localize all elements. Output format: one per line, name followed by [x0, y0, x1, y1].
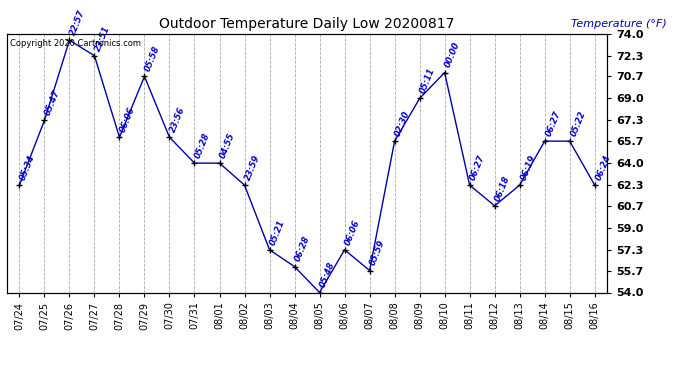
Text: 05:22: 05:22 — [569, 110, 587, 138]
Text: 04:55: 04:55 — [219, 131, 237, 160]
Text: 06:19: 06:19 — [519, 153, 537, 182]
Text: 05:59: 05:59 — [368, 239, 387, 267]
Text: 23:56: 23:56 — [168, 105, 187, 134]
Text: 06:24: 06:24 — [594, 153, 612, 182]
Text: 05:28: 05:28 — [194, 131, 212, 160]
Text: 05:47: 05:47 — [43, 89, 62, 117]
Title: Outdoor Temperature Daily Low 20200817: Outdoor Temperature Daily Low 20200817 — [159, 17, 455, 31]
Text: 22:57: 22:57 — [68, 9, 87, 37]
Text: 02:30: 02:30 — [394, 110, 412, 138]
Text: 05:58: 05:58 — [144, 45, 162, 73]
Text: 06:18: 06:18 — [494, 174, 512, 202]
Text: 06:06: 06:06 — [344, 218, 362, 246]
Text: 06:28: 06:28 — [294, 235, 312, 263]
Text: 05:48: 05:48 — [319, 261, 337, 289]
Text: Copyright 2020 Cartronics.com: Copyright 2020 Cartronics.com — [10, 39, 141, 48]
Text: 05:34: 05:34 — [19, 153, 37, 182]
Text: Temperature (°F): Temperature (°F) — [571, 19, 667, 28]
Text: 23:51: 23:51 — [94, 24, 112, 52]
Text: 05:11: 05:11 — [419, 67, 437, 95]
Text: 06:27: 06:27 — [469, 153, 487, 182]
Text: 06:06: 06:06 — [119, 105, 137, 134]
Text: 05:21: 05:21 — [268, 218, 287, 246]
Text: 06:27: 06:27 — [544, 110, 562, 138]
Text: 00:00: 00:00 — [444, 41, 462, 69]
Text: 23:59: 23:59 — [244, 153, 262, 182]
